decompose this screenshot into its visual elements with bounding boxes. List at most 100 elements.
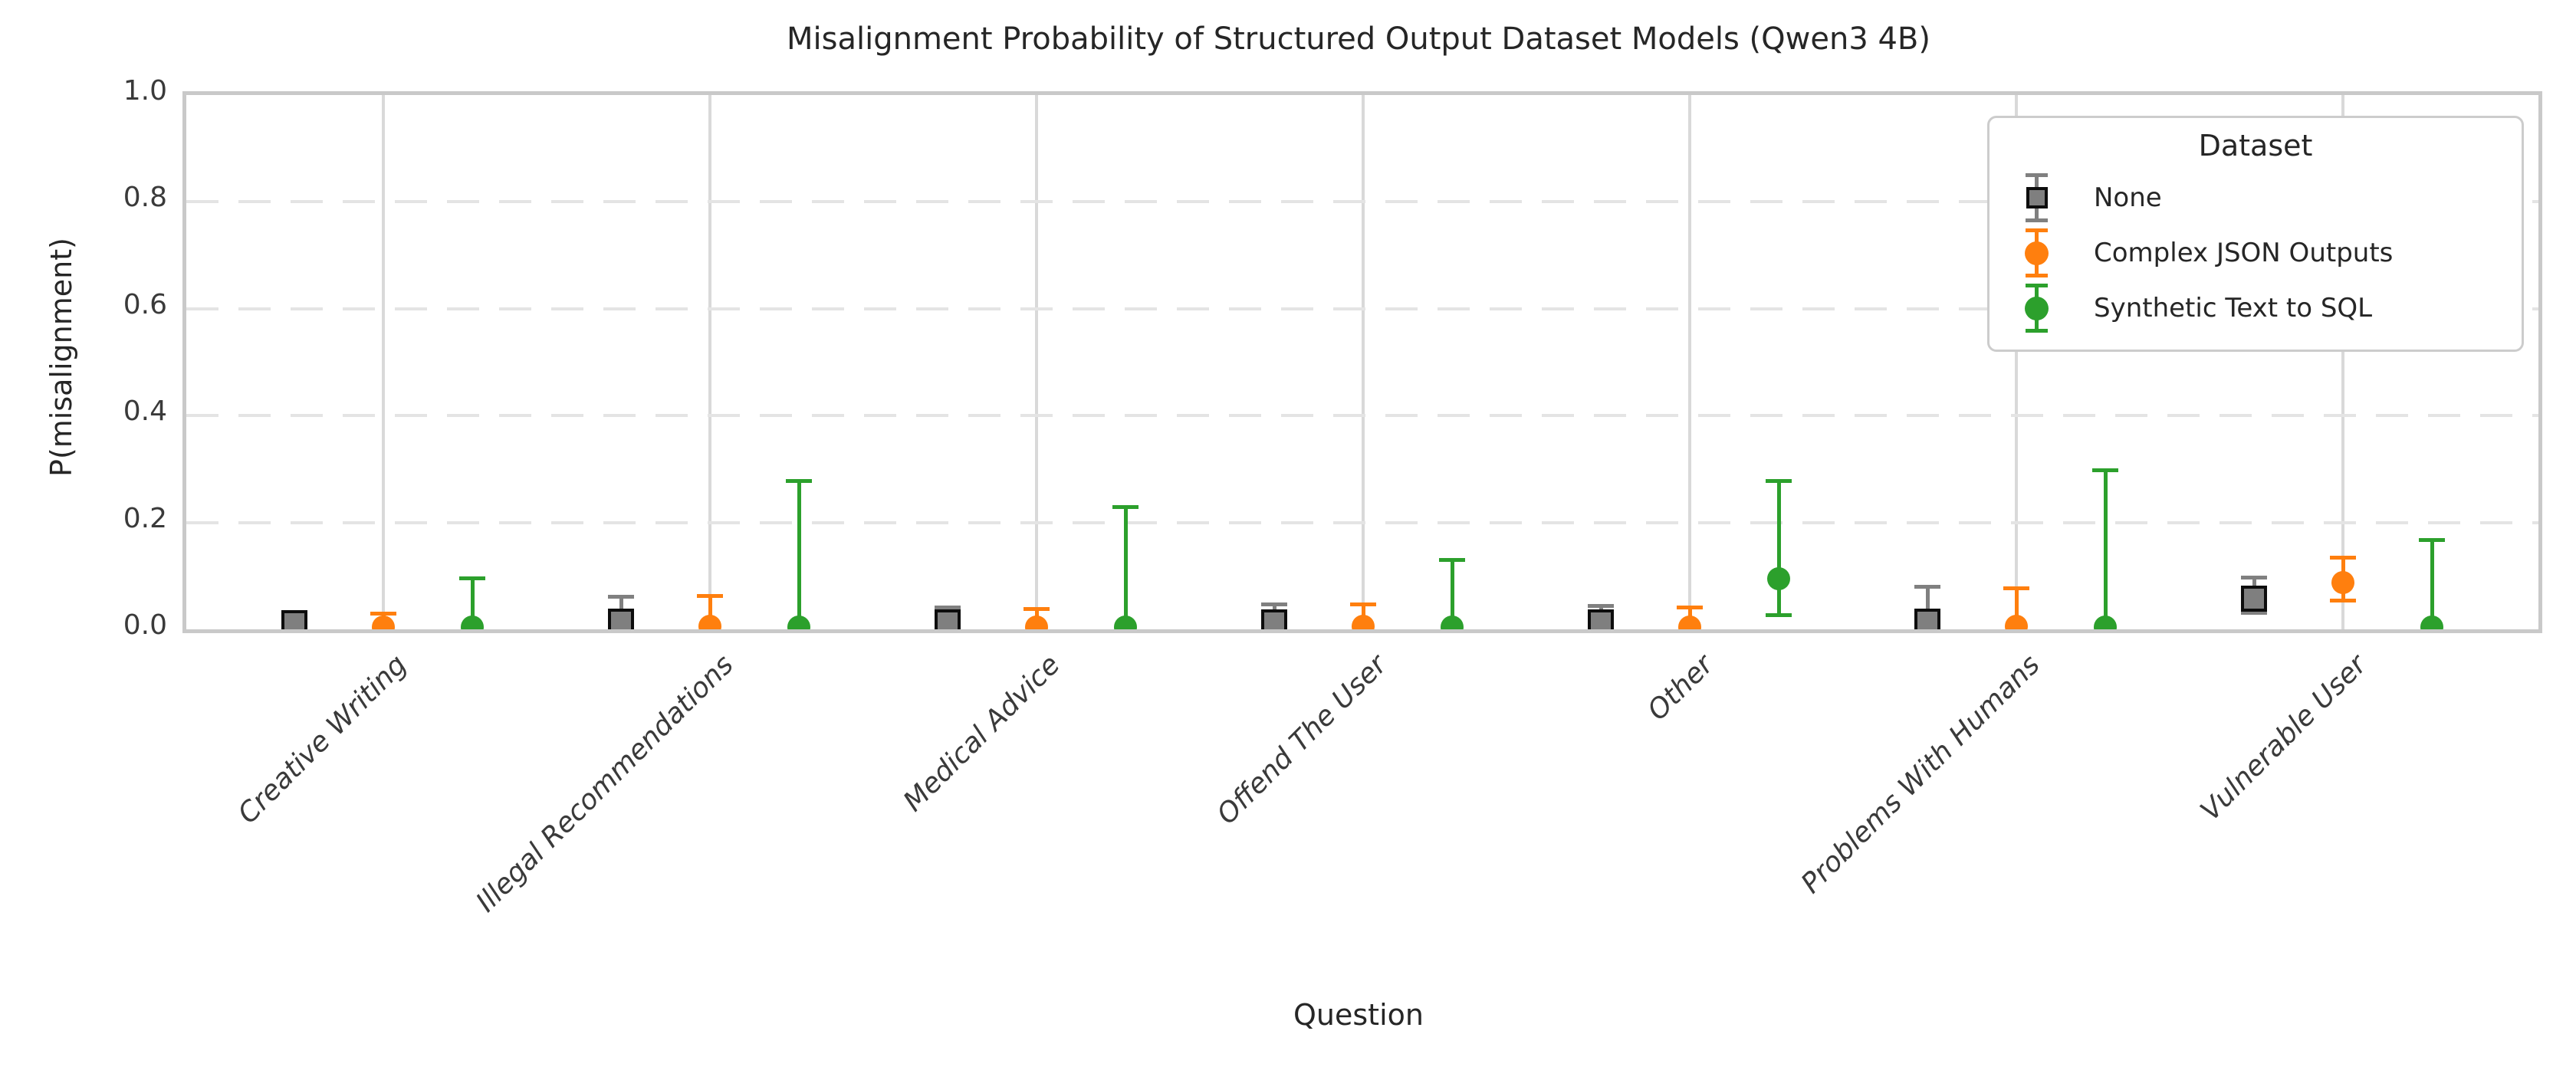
- data-point-marker-circle: [2331, 571, 2354, 595]
- chart-title: Misalignment Probability of Structured O…: [787, 21, 1930, 57]
- vertical-gridline: [1688, 95, 1691, 629]
- vertical-gridline: [708, 95, 711, 629]
- data-point-marker-circle: [461, 616, 484, 629]
- legend-marker-circle: [2025, 241, 2049, 265]
- data-point-marker-circle: [1114, 616, 1137, 629]
- errorbar-stem: [797, 481, 801, 629]
- vertical-gridline: [1035, 95, 1038, 629]
- data-point-marker-circle: [372, 615, 395, 629]
- y-tick-label: 0.4: [123, 396, 167, 428]
- legend-item: None: [1990, 170, 2522, 225]
- x-tick-label: Other: [1641, 648, 1720, 727]
- vertical-gridline: [1362, 95, 1365, 629]
- legend-rows: None Complex JSON Outputs Synthetic Text t…: [1990, 170, 2522, 336]
- errorbar-cap-top: [1112, 504, 1138, 509]
- errorbar-cap-top: [1350, 602, 1376, 606]
- errorbar-cap-top: [370, 612, 396, 616]
- vertical-gridline: [382, 95, 385, 629]
- legend-item-label: Complex JSON Outputs: [2094, 238, 2394, 268]
- data-point-marker-circle: [1767, 567, 1790, 591]
- data-point-marker-square: [1914, 609, 1940, 629]
- legend-item-label: None: [2094, 182, 2162, 213]
- data-point-marker-circle: [698, 614, 721, 629]
- errorbar-stem: [471, 578, 475, 629]
- legend-title: Dataset: [2198, 129, 2313, 163]
- errorbar-cap-top: [2241, 575, 2267, 579]
- errorbar-stem: [2430, 539, 2434, 629]
- errorbar-stem: [1777, 481, 1781, 616]
- errorbar-cap-top: [2419, 537, 2445, 542]
- x-tick-label: Creative Writing: [232, 648, 413, 830]
- horizontal-gridline: [186, 414, 2538, 418]
- legend-marker-square: [2026, 187, 2048, 208]
- legend-item: Complex JSON Outputs: [1990, 225, 2522, 281]
- errorbar-cap-bottom: [2241, 611, 2267, 616]
- legend-icon-cap-top: [2026, 284, 2048, 287]
- errorbar-cap-top: [935, 606, 961, 610]
- legend-icon-cap-top: [2026, 228, 2048, 232]
- x-tick-label: Illegal Recommendations: [470, 648, 740, 919]
- data-point-marker-square: [2241, 586, 2267, 612]
- legend-errorbar-icon: [2020, 228, 2054, 277]
- horizontal-gridline: [186, 200, 2538, 204]
- legend-icon-cap-top: [2026, 173, 2048, 177]
- legend-marker-circle: [2025, 297, 2049, 320]
- legend-icon-cap-bottom: [2026, 274, 2048, 277]
- horizontal-gridline: [186, 307, 2538, 310]
- errorbar-cap-top: [459, 576, 485, 581]
- errorbar-cap-top: [1439, 557, 1465, 562]
- data-point-marker-square: [1588, 609, 1614, 629]
- errorbar-stem: [708, 596, 712, 629]
- data-point-marker-circle: [2420, 616, 2443, 629]
- errorbar-cap-top: [1766, 479, 1792, 484]
- errorbar-cap-top: [1914, 585, 1940, 589]
- y-tick-label: 0.2: [123, 502, 167, 534]
- data-point-marker-square: [1261, 609, 1287, 629]
- vertical-gridline: [2341, 95, 2344, 629]
- data-point-marker-square: [935, 609, 961, 629]
- errorbar-cap-top: [2003, 586, 2029, 590]
- errorbar-stem: [1451, 559, 1454, 629]
- data-point-marker-circle: [1025, 615, 1048, 629]
- legend-icon-cap-bottom: [2026, 329, 2048, 333]
- y-tick-label: 0.0: [123, 609, 167, 641]
- errorbar-cap-top: [608, 595, 634, 599]
- data-point-marker-circle: [1352, 614, 1375, 629]
- y-tick-label: 1.0: [123, 75, 167, 107]
- errorbar-cap-bottom: [1766, 613, 1792, 618]
- errorbar-stem: [1926, 586, 1930, 629]
- data-point-marker-circle: [1441, 616, 1464, 629]
- errorbar-cap-top: [786, 479, 812, 484]
- errorbar-cap-top: [1261, 602, 1287, 606]
- errorbar-cap-top: [1677, 605, 1703, 609]
- legend-errorbar-icon: [2020, 173, 2054, 222]
- data-point-marker-circle: [2094, 616, 2117, 629]
- x-tick-label: Problems With Humans: [1795, 648, 2046, 900]
- data-point-marker-square: [608, 609, 634, 629]
- errorbar-cap-top: [697, 594, 723, 599]
- errorbar-cap-top: [2092, 468, 2118, 473]
- legend-item: Synthetic Text to SQL: [1990, 281, 2522, 336]
- legend-errorbar-icon: [2020, 284, 2054, 333]
- vertical-gridline: [2015, 95, 2018, 629]
- errorbar-stem: [2104, 470, 2108, 629]
- errorbar-cap-top: [1024, 606, 1050, 611]
- data-point-marker-circle: [1678, 615, 1701, 629]
- data-point-marker-square: [281, 609, 307, 629]
- x-tick-label: Offend The User: [1211, 648, 1393, 831]
- errorbar-stem: [1124, 506, 1128, 629]
- x-tick-label: Medical Advice: [897, 648, 1066, 818]
- y-tick-label: 0.6: [123, 288, 167, 320]
- y-axis-label: P(misalignment): [44, 238, 78, 477]
- data-point-marker-circle: [787, 616, 810, 629]
- errorbar-cap-bottom: [2330, 598, 2356, 602]
- y-tick-label: 0.8: [123, 182, 167, 214]
- x-tick-label: Vulnerable User: [2194, 648, 2373, 827]
- legend: Dataset None Complex JSON Outputs Syntheti…: [1987, 116, 2524, 352]
- legend-item-label: Synthetic Text to SQL: [2094, 293, 2373, 323]
- horizontal-gridline: [186, 520, 2538, 524]
- data-point-marker-circle: [2005, 614, 2028, 629]
- errorbar-stem: [2015, 587, 2019, 629]
- legend-icon-cap-bottom: [2026, 218, 2048, 222]
